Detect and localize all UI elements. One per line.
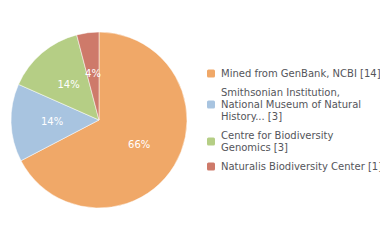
svg-text:66%: 66% — [128, 139, 150, 150]
svg-text:Genomics [3]: Genomics [3] — [221, 142, 288, 153]
svg-text:14%: 14% — [41, 116, 63, 127]
svg-text:14%: 14% — [57, 79, 79, 90]
svg-text:Smithsonian Institution,: Smithsonian Institution, — [221, 87, 340, 98]
svg-text:Centre for Biodiversity: Centre for Biodiversity — [221, 130, 334, 141]
svg-text:4%: 4% — [85, 68, 101, 79]
svg-text:National Museum of Natural: National Museum of Natural — [221, 99, 361, 110]
svg-text:Naturalis Biodiversity Center: Naturalis Biodiversity Center [1] — [221, 161, 380, 172]
svg-text:History... [3]: History... [3] — [221, 111, 282, 122]
svg-text:Mined from GenBank, NCBI [14]: Mined from GenBank, NCBI [14] — [221, 68, 380, 79]
